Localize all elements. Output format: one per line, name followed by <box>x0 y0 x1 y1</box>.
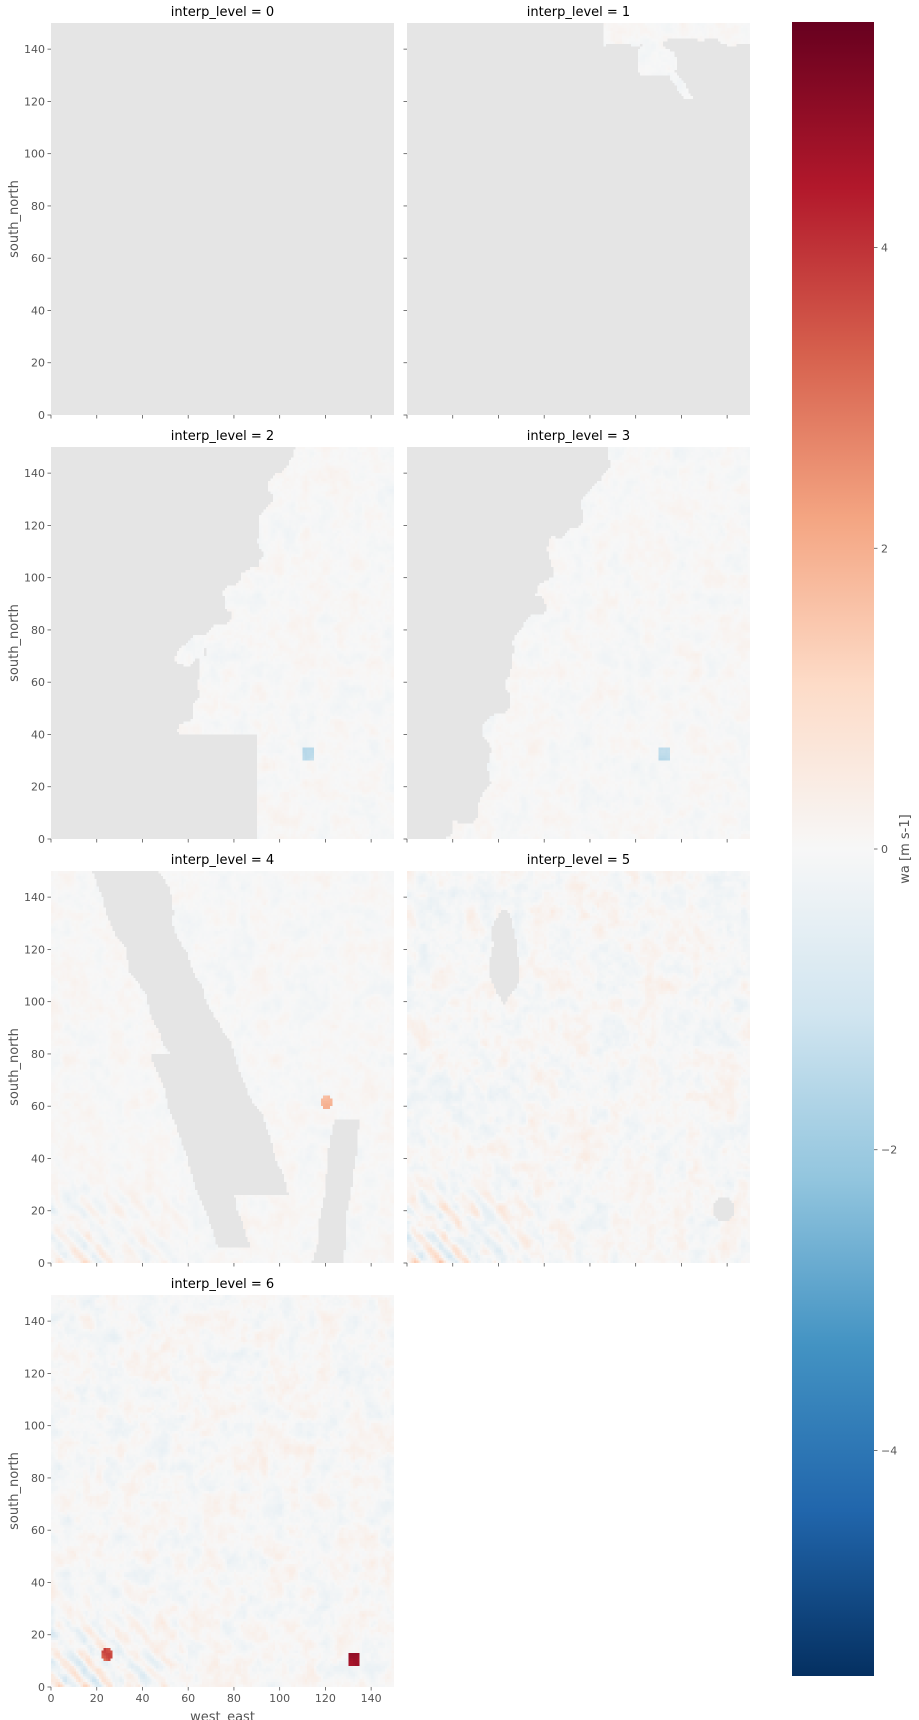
x-tick-label: 60 <box>181 1692 195 1705</box>
y-tick-label: 100 <box>24 996 45 1009</box>
y-tick-label: 0 <box>38 409 45 422</box>
y-tick-label: 0 <box>38 833 45 846</box>
panel-level-6: interp_level = 6 0 20 40 60 80 100 120 140 0 20 40 6… <box>7 1277 394 1720</box>
panel-title: interp_level = 4 <box>171 853 274 868</box>
y-tick-label: 120 <box>24 943 45 956</box>
x-tick-label: 100 <box>269 1692 290 1705</box>
colorbar-tick-label: 2 <box>881 542 888 555</box>
heatmap-image <box>51 447 394 839</box>
heatmap-image <box>51 871 394 1263</box>
y-tick-label: 80 <box>31 624 45 637</box>
panel-title: interp_level = 3 <box>527 429 630 444</box>
y-tick-label: 100 <box>24 1420 45 1433</box>
x-tick-label: 40 <box>135 1692 149 1705</box>
y-axis-label: south_north <box>7 180 22 258</box>
panel-level-5: interp_level = 5 <box>403 853 750 1267</box>
colorbar-gradient <box>792 22 874 1676</box>
x-tick-label: 80 <box>227 1692 241 1705</box>
y-tick-label: 100 <box>24 572 45 585</box>
y-tick-label: 0 <box>38 1257 45 1270</box>
y-tick-label: 80 <box>31 200 45 213</box>
colorbar-tick-label: 4 <box>881 242 888 255</box>
heatmap-image <box>407 871 750 1263</box>
x-tick-label: 0 <box>48 1692 55 1705</box>
colorbar: −4 −2 0 2 4 wa [m s-1] <box>792 22 913 1676</box>
x-tick-label: 140 <box>361 1692 382 1705</box>
x-tick-label: 120 <box>315 1692 336 1705</box>
panel-level-0: interp_level = 0 0 20 40 60 80 100 120 140 south_… <box>7 5 394 422</box>
y-tick-label: 40 <box>31 304 45 317</box>
y-tick-label: 120 <box>24 1367 45 1380</box>
x-tick-label: 20 <box>90 1692 104 1705</box>
y-tick-label: 140 <box>24 43 45 56</box>
y-tick-label: 60 <box>31 1524 45 1537</box>
panel-level-4: interp_level = 4 0 20 40 60 80 100 120 140 south_… <box>7 853 394 1270</box>
y-tick-label: 40 <box>31 728 45 741</box>
x-axis-label: west_east <box>190 1710 255 1720</box>
y-axis-label: south_north <box>7 604 22 682</box>
heatmap-image <box>407 23 750 415</box>
y-tick-label: 40 <box>31 1576 45 1589</box>
y-tick-label: 120 <box>24 95 45 108</box>
panel-title: interp_level = 5 <box>527 853 630 868</box>
panel-level-1: interp_level = 1 <box>403 5 750 419</box>
y-tick-label: 20 <box>31 1629 45 1642</box>
y-tick-label: 40 <box>31 1152 45 1165</box>
heatmap-image <box>51 1295 394 1687</box>
colorbar-tick-label: 0 <box>881 843 888 856</box>
y-tick-label: 20 <box>31 357 45 370</box>
y-tick-label: 140 <box>24 1315 45 1328</box>
y-tick-label: 20 <box>31 1205 45 1218</box>
y-tick-label: 120 <box>24 519 45 532</box>
colorbar-tick-label: −2 <box>881 1144 897 1157</box>
y-tick-label: 140 <box>24 467 45 480</box>
panel-title: interp_level = 1 <box>527 5 630 20</box>
y-tick-label: 80 <box>31 1048 45 1061</box>
y-tick-label: 60 <box>31 1100 45 1113</box>
y-axis-label: south_north <box>7 1028 22 1106</box>
colorbar-tick-label: −4 <box>881 1444 897 1457</box>
y-tick-label: 80 <box>31 1472 45 1485</box>
y-tick-label: 60 <box>31 252 45 265</box>
heatmap-image <box>407 447 750 839</box>
y-tick-label: 100 <box>24 148 45 161</box>
y-tick-label: 140 <box>24 891 45 904</box>
panel-title: interp_level = 6 <box>171 1277 274 1292</box>
y-axis-label: south_north <box>7 1452 22 1530</box>
colorbar-label: wa [m s-1] <box>898 814 913 883</box>
panel-level-3: interp_level = 3 <box>403 429 750 843</box>
y-tick-label: 0 <box>38 1681 45 1694</box>
panel-title: interp_level = 2 <box>171 429 274 444</box>
y-tick-label: 20 <box>31 781 45 794</box>
panel-background <box>51 23 394 415</box>
y-tick-label: 60 <box>31 676 45 689</box>
panel-title: interp_level = 0 <box>171 5 274 20</box>
panel-level-2: interp_level = 2 0 20 40 60 80 100 120 140 south_… <box>7 429 394 846</box>
